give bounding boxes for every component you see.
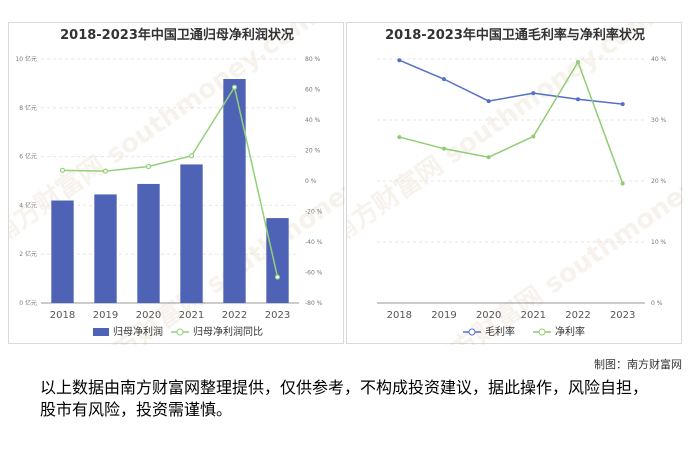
net-margin-point bbox=[531, 134, 536, 139]
gross-margin-point bbox=[620, 102, 625, 107]
bar bbox=[223, 79, 246, 303]
gross-margin-point bbox=[531, 91, 536, 96]
x-tick-label: 2021 bbox=[521, 310, 546, 321]
right-axis-tick-label: 80 % bbox=[305, 56, 321, 63]
net-margin-legend-marker bbox=[538, 328, 546, 336]
right-axis-tick-label: -80 % bbox=[305, 300, 323, 307]
right-axis-tick-label: 40 % bbox=[651, 56, 667, 63]
gross-margin-point bbox=[442, 77, 446, 82]
right-axis-tick-label: -60 % bbox=[305, 270, 323, 277]
legend-line-label: 归母净利润同比 bbox=[193, 325, 263, 338]
x-tick-label: 2023 bbox=[265, 310, 290, 321]
bar bbox=[266, 218, 289, 303]
yoy-point bbox=[145, 163, 152, 170]
right-axis-tick-label: 0 % bbox=[305, 178, 317, 185]
x-tick-label: 2022 bbox=[565, 310, 590, 321]
right-axis-tick-label: 30 % bbox=[651, 117, 667, 124]
legend-line-marker bbox=[176, 328, 184, 336]
x-tick-label: 2019 bbox=[93, 310, 118, 321]
right-axis-tick-label: 20 % bbox=[651, 178, 667, 185]
right-axis-tick-label: 20 % bbox=[305, 148, 321, 155]
bar bbox=[94, 194, 117, 303]
left-axis-tick-label: 8 亿元 bbox=[19, 104, 37, 112]
left-axis-tick-label: 10 亿元 bbox=[15, 55, 37, 63]
x-tick-label: 2020 bbox=[136, 310, 161, 321]
yoy-point bbox=[231, 84, 238, 90]
yoy-line bbox=[62, 85, 279, 278]
bar bbox=[137, 183, 160, 303]
right-axis-tick-label: 40 % bbox=[305, 117, 321, 124]
left-axis-tick-label: 6 亿元 bbox=[19, 153, 37, 161]
x-tick-label: 2023 bbox=[610, 310, 635, 321]
left-axis-tick-label: 4 亿元 bbox=[19, 201, 37, 209]
watermark-text: 南方财富网 southmoney.com bbox=[347, 23, 660, 250]
right-chart-panel: 南方财富网 southmoney.com 南方财富网 southmoney.com… bbox=[346, 22, 683, 345]
bar bbox=[51, 200, 74, 303]
x-tick-label: 2021 bbox=[179, 310, 204, 321]
x-tick-label: 2018 bbox=[387, 310, 412, 321]
left-chart-panel: 南方财富网 southmoney.com 南方财富网 southmoney.com… bbox=[8, 22, 345, 345]
legend-bar-label: 归母净利润 bbox=[113, 325, 163, 338]
net-margin-point bbox=[442, 146, 446, 151]
x-tick-label: 2018 bbox=[50, 310, 75, 321]
yoy-point bbox=[274, 274, 281, 280]
legend-bar-swatch bbox=[93, 328, 109, 336]
right-axis-tick-label: -20 % bbox=[305, 209, 323, 216]
disclaimer-text: 以上数据由南方财富网整理提供，仅供参考，不构成投资建议，据此操作，风险自担，股市… bbox=[40, 378, 649, 419]
right-axis-tick-label: 10 % bbox=[651, 239, 667, 246]
chart-title: 2018-2023年中国卫通归母净利润状况 bbox=[60, 27, 294, 43]
chart-credit: 制图：南方财富网 bbox=[594, 358, 682, 371]
bar bbox=[180, 164, 203, 303]
x-tick-label: 2022 bbox=[222, 310, 247, 321]
gross-margin-legend-marker bbox=[468, 328, 476, 336]
gross-margin-point bbox=[397, 58, 402, 63]
gross-margin-point bbox=[576, 97, 580, 102]
right-axis-tick-label: 60 % bbox=[305, 87, 321, 94]
net-margin-point bbox=[620, 181, 625, 186]
chart-title: 2018-2023年中国卫通毛利率与净利率状况 bbox=[385, 27, 645, 43]
net-margin-point bbox=[397, 135, 402, 140]
x-tick-label: 2019 bbox=[431, 310, 456, 321]
yoy-point bbox=[59, 167, 66, 173]
gross-margin-legend-label: 毛利率 bbox=[485, 325, 515, 338]
net-margin-point bbox=[576, 60, 580, 65]
left-axis-tick-label: 2 亿元 bbox=[19, 250, 37, 258]
right-axis-tick-label: 0 % bbox=[651, 300, 663, 307]
net-margin-point bbox=[486, 155, 491, 160]
x-tick-label: 2020 bbox=[476, 310, 501, 321]
yoy-point bbox=[102, 168, 109, 174]
gross-margin-point bbox=[486, 99, 491, 104]
right-axis-tick-label: -40 % bbox=[305, 239, 323, 246]
gross-margin-line bbox=[399, 59, 623, 105]
left-axis-tick-label: 0 亿元 bbox=[19, 299, 37, 307]
yoy-point bbox=[188, 153, 195, 159]
net-margin-legend-label: 净利率 bbox=[555, 325, 585, 338]
net-margin-line bbox=[399, 60, 624, 184]
